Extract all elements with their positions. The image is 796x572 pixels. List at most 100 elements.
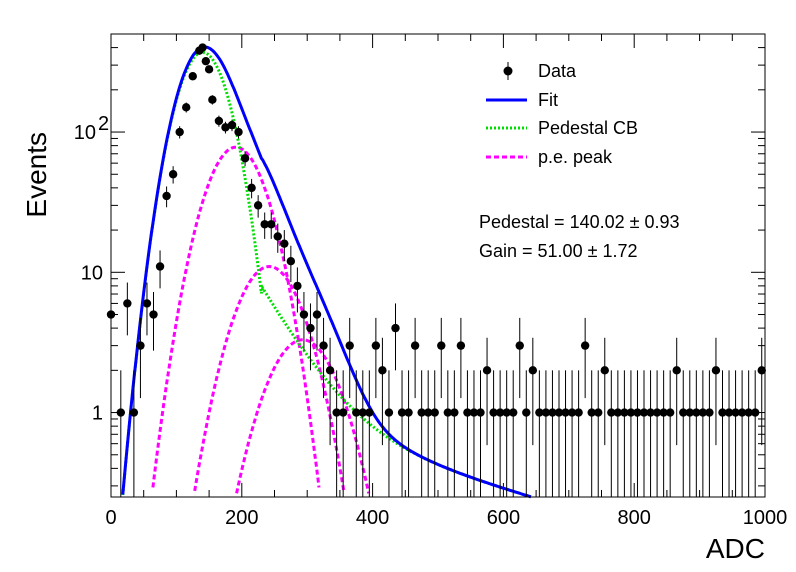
data-point [633,370,642,497]
data-point-marker [718,408,727,417]
data-point-marker [437,341,446,350]
x-tick-label: 0 [105,507,116,529]
data-point-marker [293,281,302,291]
data-point-marker [423,408,433,417]
data-point-marker [692,408,701,417]
data-point-marker [613,408,623,417]
data-point [352,370,361,497]
data-point [574,370,583,497]
data-point-marker [509,408,518,417]
data-point-marker [724,408,734,417]
data-point-marker [489,408,498,417]
y-axis-title: Events [21,132,52,218]
data-point [757,337,766,446]
axes [110,33,766,497]
y-tick-label: 10 [74,122,96,144]
data-point [692,370,701,497]
data-point [698,370,708,497]
data-point-marker [338,408,348,417]
legend-item-pedestal-cb: Pedestal CB [486,118,638,138]
data-point [476,370,485,497]
data-point-marker [204,65,214,74]
data-point-marker [698,408,708,417]
data-point [299,292,309,351]
data-point [724,370,734,497]
data-point-marker [522,408,531,417]
data-point [750,370,760,497]
data-point-marker [646,408,655,417]
data-point [607,370,616,497]
data-point-marker [652,408,662,417]
data-points [106,43,766,497]
data-point-marker [136,341,145,350]
data-point [253,195,263,218]
data-point-marker [672,366,681,375]
data-point-marker [378,366,387,375]
data-point [397,370,407,497]
data-point [417,370,426,497]
data-point [587,370,596,497]
data-point [267,212,276,239]
data-point-marker [535,408,544,417]
data-point [672,337,681,446]
data-point [273,223,282,253]
data-point [162,186,171,208]
data-point [685,370,694,497]
data-point [182,102,191,113]
data-point-marker [482,366,492,375]
data-point [489,370,498,497]
data-point-marker [371,341,381,350]
data-point-marker [430,408,439,417]
data-point [240,151,250,167]
data-point-marker [155,262,165,271]
data-point [509,370,518,497]
data-point [208,95,217,105]
data-point-marker [273,232,282,241]
data-point [705,370,714,497]
data-point [502,370,511,497]
legend-label-data: Data [538,61,577,81]
data-point [168,166,178,184]
data-point-marker [142,299,152,308]
data-point-marker [188,72,197,81]
x-tick-label: 600 [487,507,520,529]
data-point [384,370,394,497]
data-point-marker [162,191,171,201]
data-point [737,370,747,497]
data-point [293,267,302,313]
legend-item-fit: Fit [486,90,558,110]
data-point [404,370,413,497]
data-point [204,65,214,74]
data-point-marker [463,408,472,417]
data-point-marker [116,408,126,417]
data-point [345,317,354,399]
data-point-marker [580,341,590,350]
data-point-marker [410,341,420,350]
data-point [391,303,400,371]
data-point [515,317,524,399]
data-point-marker [168,170,178,179]
data-point-marker [574,408,583,417]
data-point [175,126,184,139]
data-point [482,337,492,446]
x-tick-label: 200 [225,507,258,529]
data-point-marker [198,43,207,52]
data-point [613,370,623,497]
data-point-marker [705,408,714,417]
data-point [129,370,139,497]
data-point-marker [129,408,139,417]
data-point [198,43,207,52]
data-point-marker [182,103,191,112]
data-point-marker [443,408,453,417]
data-point [378,337,387,446]
data-point-marker [345,341,354,350]
data-point [652,370,662,497]
data-point-marker [679,408,688,417]
data-point [620,370,629,497]
data-point [561,370,570,497]
data-point-marker [397,408,407,417]
data-point [260,212,269,239]
data-point-marker [469,408,479,417]
